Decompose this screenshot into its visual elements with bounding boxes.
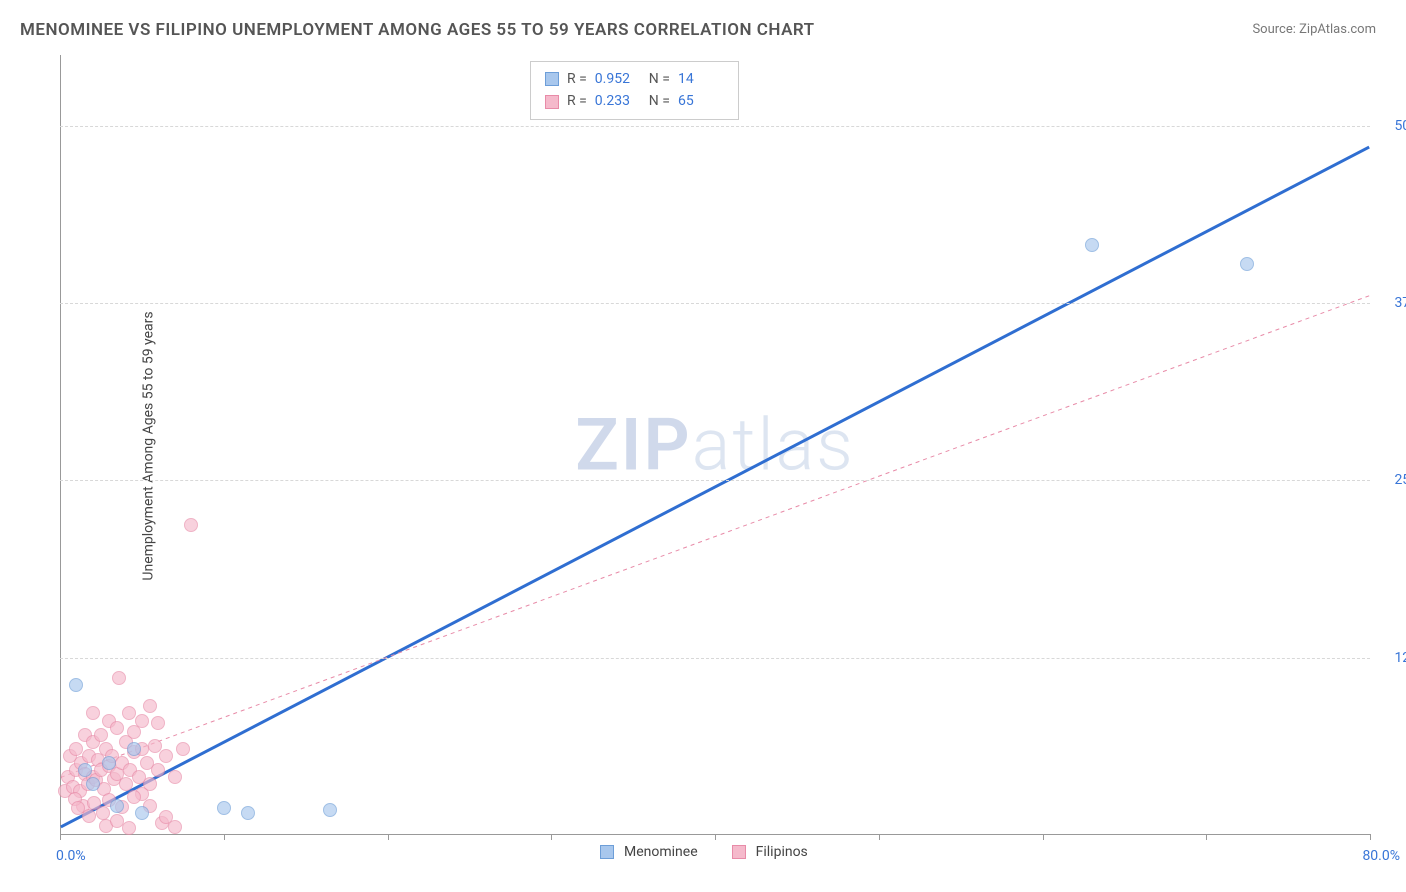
data-point-filipinos [151, 716, 165, 730]
x-tick [715, 834, 716, 840]
series-legend: Menominee Filipinos [600, 844, 808, 860]
data-point-filipinos [110, 721, 124, 735]
x-tick [388, 834, 389, 840]
data-point-filipinos [96, 806, 110, 820]
x-tick [551, 834, 552, 840]
data-point-menominee [86, 777, 100, 791]
correlation-legend: R = 0.952 N = 14 R = 0.233 N = 65 [530, 61, 739, 120]
swatch-menominee [545, 72, 559, 86]
x-max-label: 80.0% [1362, 848, 1400, 864]
data-point-filipinos [143, 777, 157, 791]
x-tick [224, 834, 225, 840]
chart-container: MENOMINEE VS FILIPINO UNEMPLOYMENT AMONG… [0, 0, 1406, 892]
source-attribution: Source: ZipAtlas.com [1252, 22, 1376, 37]
gridline [60, 480, 1370, 481]
y-tick-label: 50.0% [1394, 118, 1406, 134]
data-point-filipinos [112, 671, 126, 685]
gridline [60, 303, 1370, 304]
data-point-menominee [69, 678, 83, 692]
data-point-menominee [217, 801, 231, 815]
source-label: Source: [1252, 22, 1295, 37]
r-label: R = [567, 68, 587, 90]
data-point-menominee [127, 742, 141, 756]
data-point-filipinos [151, 763, 165, 777]
r-value-menominee: 0.952 [595, 68, 641, 90]
data-point-menominee [78, 763, 92, 777]
data-point-filipinos [82, 809, 96, 823]
trendline-menominee [61, 147, 1369, 827]
data-point-filipinos [69, 742, 83, 756]
y-tick-label: 25.0% [1394, 472, 1406, 488]
data-point-filipinos [135, 714, 149, 728]
x-tick [879, 834, 880, 840]
data-point-menominee [1240, 257, 1254, 271]
legend-label-filipinos: Filipinos [756, 844, 808, 860]
legend-row-filipinos: R = 0.233 N = 65 [545, 90, 724, 112]
data-point-menominee [1085, 238, 1099, 252]
data-point-filipinos [119, 777, 133, 791]
watermark-light: atlas [692, 402, 855, 487]
y-tick-label: 37.5% [1394, 295, 1406, 311]
data-point-menominee [102, 756, 116, 770]
n-value-menominee: 14 [678, 68, 724, 90]
n-label: N = [649, 68, 670, 90]
x-tick [60, 834, 61, 840]
data-point-filipinos [122, 821, 136, 835]
x-tick [1206, 834, 1207, 840]
data-point-menominee [110, 799, 124, 813]
data-point-filipinos [94, 728, 108, 742]
r-value-filipinos: 0.233 [595, 90, 641, 112]
data-point-filipinos [86, 706, 100, 720]
swatch-filipinos [545, 95, 559, 109]
chart-title: MENOMINEE VS FILIPINO UNEMPLOYMENT AMONG… [20, 20, 815, 40]
plot-area: ZIPatlas R = 0.952 N = 14 R = 0.233 N = … [60, 55, 1370, 835]
x-tick [1043, 834, 1044, 840]
x-min-label: 0.0% [56, 848, 86, 864]
trendline-layer [60, 55, 1370, 834]
data-point-menominee [323, 803, 337, 817]
data-point-filipinos [184, 518, 198, 532]
data-point-filipinos [143, 699, 157, 713]
y-tick-label: 12.5% [1394, 650, 1406, 666]
watermark: ZIPatlas [575, 402, 855, 487]
legend-row-menominee: R = 0.952 N = 14 [545, 68, 724, 90]
trendline-filipinos [61, 296, 1369, 778]
gridline [60, 126, 1370, 127]
n-label: N = [649, 90, 670, 112]
data-point-filipinos [176, 742, 190, 756]
data-point-filipinos [168, 820, 182, 834]
data-point-filipinos [168, 770, 182, 784]
data-point-filipinos [159, 749, 173, 763]
gridline [60, 658, 1370, 659]
y-axis [60, 55, 61, 834]
n-value-filipinos: 65 [678, 90, 724, 112]
data-point-filipinos [122, 706, 136, 720]
data-point-menominee [135, 806, 149, 820]
data-point-filipinos [127, 790, 141, 804]
x-tick [1370, 834, 1371, 840]
swatch-menominee [600, 845, 614, 859]
watermark-bold: ZIP [575, 402, 691, 487]
r-label: R = [567, 90, 587, 112]
swatch-filipinos [732, 845, 746, 859]
legend-label-menominee: Menominee [624, 844, 698, 860]
source-name: ZipAtlas.com [1299, 22, 1376, 37]
data-point-menominee [241, 806, 255, 820]
